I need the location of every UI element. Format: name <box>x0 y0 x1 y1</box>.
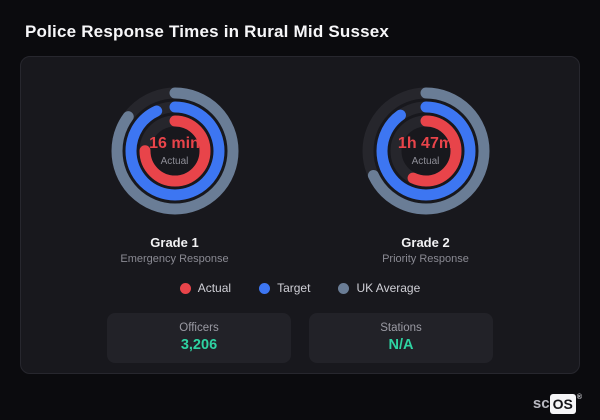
actual-dot-icon <box>179 282 191 294</box>
grade-2-subtitle: Priority Response <box>382 253 469 265</box>
uk-average-ring <box>111 87 238 215</box>
stat-stations: Stations N/A <box>309 313 493 363</box>
target-ring <box>125 101 224 201</box>
gauge-grade-1-svg <box>111 87 238 215</box>
legend-label: UK Average <box>356 281 421 295</box>
actual-ring <box>139 115 210 187</box>
stats-row: Officers 3,206 Stations N/A <box>49 313 551 363</box>
stat-value: 3,206 <box>180 337 218 353</box>
brand-box: OS <box>549 394 576 414</box>
legend-label: Actual <box>197 281 232 295</box>
stat-officers: Officers 3,206 <box>107 313 291 363</box>
gauge-row: 16 min Actual Grade 1 Emergency Response <box>49 81 551 265</box>
legend-item-actual[interactable]: Actual <box>179 281 232 295</box>
legend-item-target[interactable]: Target <box>259 281 310 295</box>
gauge-grade-1-chart: 16 min Actual <box>105 81 245 221</box>
brand-prefix: sc <box>532 395 550 412</box>
gauge-grade-2: 1h 47m Actual Grade 2 Priority Response <box>301 81 551 265</box>
target-ring <box>376 101 475 201</box>
uk-average-ring <box>362 87 489 215</box>
gauge-grade-1: 16 min Actual Grade 1 Emergency Response <box>50 81 300 265</box>
scos-logo: sc OS ® <box>533 394 582 414</box>
stat-label: Officers <box>179 322 219 334</box>
gauge-grade-2-svg <box>362 87 489 215</box>
response-times-card: 16 min Actual Grade 1 Emergency Response <box>20 56 580 374</box>
gauge-grade-2-chart: 1h 47m Actual <box>356 81 496 221</box>
grade-2-title: Grade 2 <box>401 235 450 250</box>
legend-item-uk-average[interactable]: UK Average <box>338 281 420 295</box>
registered-mark-icon: ® <box>576 394 582 401</box>
page-title: Police Response Times in Rural Mid Susse… <box>25 22 390 41</box>
uk-average-dot-icon <box>338 282 350 294</box>
grade-1-title: Grade 1 <box>150 235 199 250</box>
target-dot-icon <box>259 282 271 294</box>
stat-value: N/A <box>388 337 414 353</box>
stat-label: Stations <box>380 322 422 334</box>
actual-ring <box>390 115 461 187</box>
chart-legend: Actual Target UK Average <box>49 281 551 295</box>
grade-1-subtitle: Emergency Response <box>120 253 229 265</box>
legend-label: Target <box>277 281 311 295</box>
